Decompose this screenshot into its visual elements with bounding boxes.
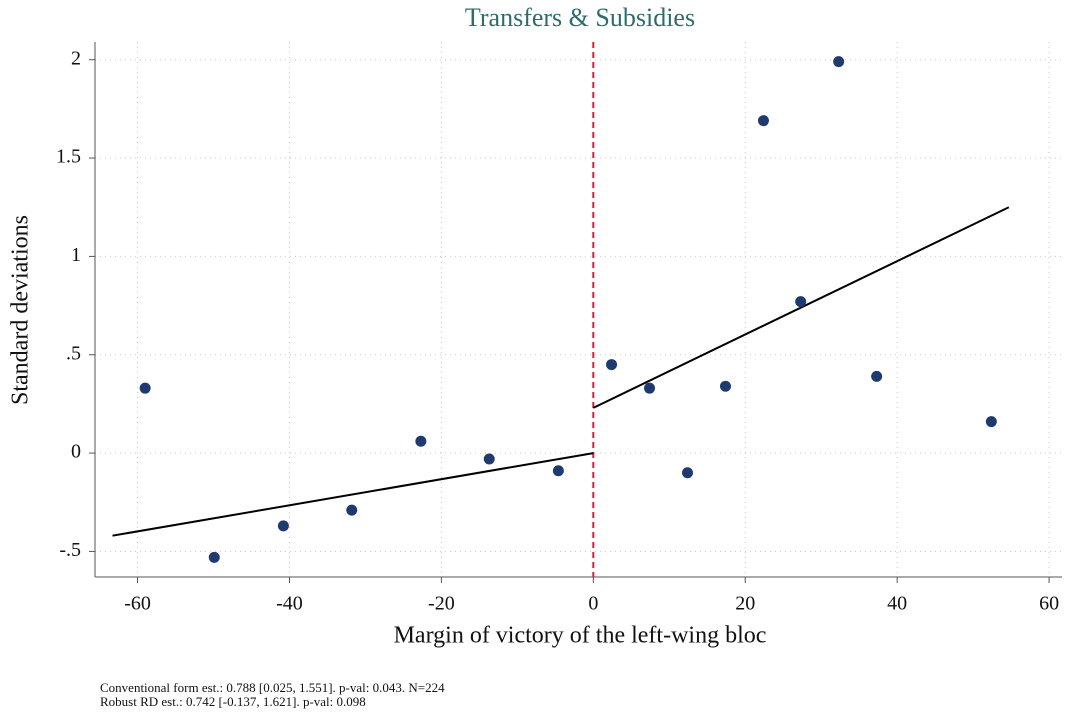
fit-line xyxy=(592,206,1010,409)
x-tick-label: 0 xyxy=(588,593,598,615)
point xyxy=(682,467,694,479)
fit-line xyxy=(112,452,594,537)
point xyxy=(346,504,358,516)
x-tick-label: 40 xyxy=(887,593,907,615)
x-tick-label: -20 xyxy=(428,593,455,615)
x-tick-label: -60 xyxy=(124,593,151,615)
point xyxy=(415,435,427,447)
point xyxy=(757,115,769,127)
point xyxy=(985,416,997,428)
y-axis-label: Standard deviations xyxy=(8,215,34,405)
y-tick-label: 0 xyxy=(71,441,81,463)
point xyxy=(719,380,731,392)
point xyxy=(139,382,151,394)
point xyxy=(277,520,289,532)
x-tick-label: 20 xyxy=(735,593,755,615)
footnote: Conventional form est.: 0.788 [0.025, 1.… xyxy=(100,680,445,695)
point xyxy=(483,453,495,465)
x-tick-label: -40 xyxy=(276,593,303,615)
point xyxy=(833,56,845,68)
footnote: Robust RD est.: 0.742 [-0.137, 1.621]. p… xyxy=(100,694,366,709)
x-tick-label: 60 xyxy=(1039,593,1059,615)
y-tick-label: 1.5 xyxy=(56,146,81,168)
point xyxy=(795,296,807,308)
y-tick-label: -.5 xyxy=(59,539,81,561)
point xyxy=(552,465,564,477)
point xyxy=(644,382,656,394)
point xyxy=(208,551,220,563)
x-axis-label: Margin of victory of the left-wing bloc xyxy=(394,623,767,649)
y-tick-label: 1 xyxy=(71,244,81,266)
chart-title: Transfers & Subsidies xyxy=(465,3,695,32)
y-tick-label: .5 xyxy=(66,342,81,364)
point xyxy=(871,370,883,382)
y-tick-label: 2 xyxy=(71,47,81,69)
point xyxy=(606,359,618,371)
